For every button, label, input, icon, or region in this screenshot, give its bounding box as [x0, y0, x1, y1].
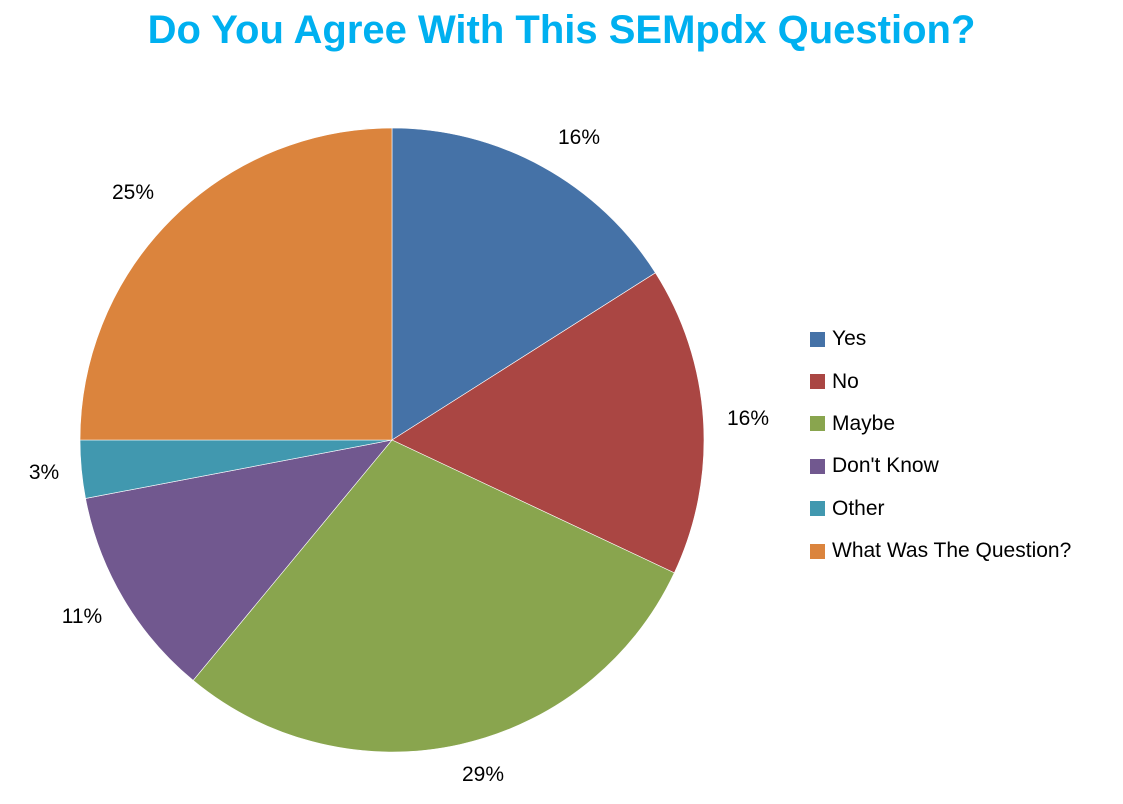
legend-item-yes: Yes — [810, 318, 1071, 360]
data-label-what-was-the-question: 25% — [111, 181, 155, 204]
legend-label: Don't Know — [832, 454, 939, 478]
legend-item-no: No — [810, 360, 1071, 402]
legend-swatch-yes — [810, 331, 825, 347]
legend-swatch-dont-know — [810, 458, 825, 474]
data-label-maybe: 29% — [461, 763, 505, 786]
chart-title: Do You Agree With This SEMpdx Question? — [147, 8, 976, 52]
data-label-yes: 16% — [557, 126, 601, 149]
data-label-other: 3% — [28, 461, 60, 484]
legend-swatch-maybe — [810, 416, 825, 432]
legend-label: What Was The Question? — [832, 539, 1072, 563]
pie-slice-don-t-know — [85, 439, 393, 681]
legend-item-dont-know: Don't Know — [810, 445, 1071, 487]
pie-slice-maybe — [192, 439, 675, 753]
legend-swatch-no — [810, 374, 825, 390]
legend-item-other: Other — [810, 488, 1071, 530]
legend-label: Yes — [832, 327, 867, 351]
pie-slice-yes — [391, 127, 656, 441]
legend-label: No — [832, 369, 859, 393]
legend-label: Other — [832, 496, 885, 520]
legend-label: Maybe — [832, 411, 896, 435]
legend-swatch-what-was-the-question — [810, 543, 825, 559]
data-label-no: 16% — [726, 407, 770, 430]
legend: Yes No Maybe Don't Know Other What Was T… — [810, 318, 1071, 572]
legend-swatch-other — [810, 501, 825, 517]
data-label-dont-know: 11% — [61, 605, 103, 628]
pie-slice-what-was-the-question — [79, 127, 393, 441]
pie-slice-no — [391, 272, 705, 574]
legend-item-maybe: Maybe — [810, 403, 1071, 445]
legend-item-what-was-the-question: What Was The Question? — [810, 530, 1071, 572]
